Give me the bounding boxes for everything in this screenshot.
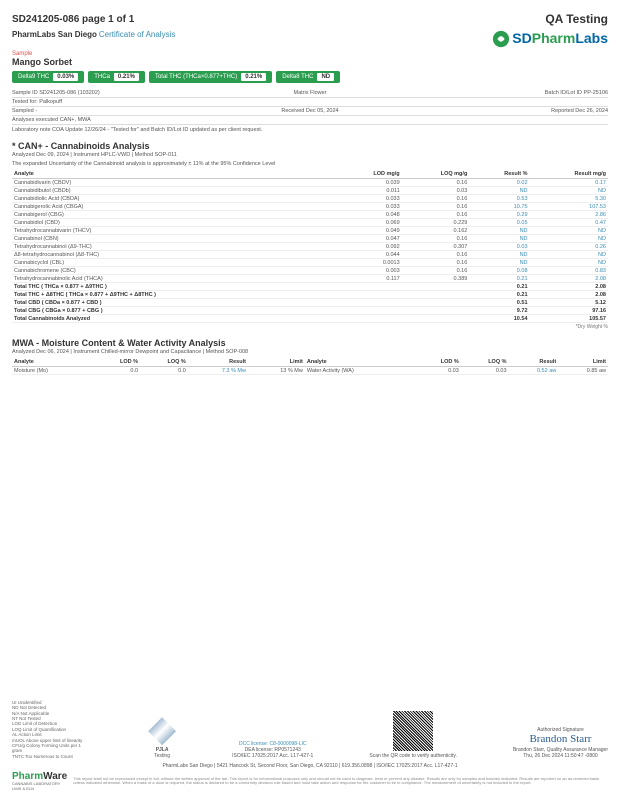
table-row: Cannabidibutol (CBDb)0.0110.03NDND [12, 187, 608, 195]
table-row: Tetrahydrocannabinolic Acid (THCA)0.1170… [12, 275, 608, 283]
table-row: Tetrahydrocannabinol (Δ9-THC)0.0920.3070… [12, 243, 608, 251]
table-row: Total CBD ( CBDa × 0.877 + CBD )0.515.12 [12, 299, 608, 307]
mwa-sub: Analyzed Dec 06, 2024 | Instrument Chill… [12, 349, 608, 355]
meta-row-1: Sample ID SD241205-086 (103202) Matrix F… [12, 89, 608, 98]
sample-line: Sample Mango Sorbet [12, 50, 608, 67]
pjla-badge-icon [148, 717, 176, 745]
license-block: DCC license: C8-0000098-LIC DEA license:… [232, 741, 313, 759]
qr-block: Scan the QR code to verify authenticity. [369, 711, 456, 759]
lab-note: Laboratory note COA Update 12/26/24 - "T… [12, 127, 608, 133]
can-sub2: The expanded Uncertainty of the Cannabin… [12, 161, 608, 167]
table-row: Total Cannabinoids Analyzed10.54105.57 [12, 315, 608, 323]
table-row: Tetrahydrocannabivarin (THCV)0.0490.162N… [12, 227, 608, 235]
meta-row-4: Analyses executed CAN+, MWA [12, 116, 608, 125]
meta-row-2: Tested for: Palkopuff [12, 98, 608, 107]
table-row: Cannabigerol (CBG)0.0480.160.292.86 [12, 211, 608, 219]
table-row: Total THC ( THCa × 0.877 + Δ9THC )0.212.… [12, 283, 608, 291]
can-title: * CAN+ - Cannabinoids Analysis [12, 141, 608, 151]
cannabinoids-table: AnalyteLOD mg/gLOQ mg/gResult %Result mg… [12, 170, 608, 323]
table-row: Cannabidiol (CBD)0.0690.2290.050.47 [12, 219, 608, 227]
table-row: Cannabinol (CBN)0.0470.16NDND [12, 235, 608, 243]
summary-pill: Delta9 THC0.03% [12, 71, 84, 83]
table-row: Cannabicyclol (CBL)0.00130.16NDND [12, 259, 608, 267]
signature-block: Authorized Signature Brandon Starr Brand… [513, 727, 608, 759]
page-id: SD241205-086 page 1 of 1 [12, 14, 134, 25]
footer-address: PharmLabs San Diego | 5421 Hancock St, S… [12, 763, 608, 769]
summary-pills: Delta9 THC0.03% THCa0.21% Total THC (THCa×… [12, 71, 608, 83]
table-row: Cannabidivarin (CBDV)0.0390.160.020.17 [12, 179, 608, 187]
footer: UI UnidentifiedND Not DetectedN/A Not Ap… [12, 700, 608, 791]
qa-testing-label: QA Testing [545, 12, 608, 26]
certificate-label: Certificate of Analysis [99, 30, 175, 39]
table-row: Cannabigerolic Acid (CBGA)0.0330.1610.75… [12, 203, 608, 211]
pharmlabs-logo: SDPharmLabs [492, 30, 608, 48]
table-row: Cannabidiolic Acid (CBDA)0.0330.160.535.… [12, 195, 608, 203]
mwa-table: AnalyteLOD %LOQ %ResultLimitAnalyteLOD %… [12, 358, 608, 375]
table-row: Total CBG ( CBGa × 0.877 + CBG )9.7297.1… [12, 307, 608, 315]
table-row: Δ8-tetrahydrocannabinol (Δ8-THC)0.0440.1… [12, 251, 608, 259]
qr-code-icon [393, 711, 433, 751]
legend: UI UnidentifiedND Not DetectedN/A Not Ap… [12, 700, 92, 759]
pjla-block: PJLATesting [148, 717, 176, 759]
dry-weight-note: *Dry Weight % [12, 324, 608, 330]
summary-pill: Delta8 THCND [276, 71, 340, 83]
meta-row-3: Sampled - Received Dec 05, 2024 Reported… [12, 107, 608, 116]
mwa-title: MWA - Moisture Content & Water Activity … [12, 338, 608, 348]
summary-pill: THCa0.21% [88, 71, 145, 83]
table-row: Total THC + Δ8THC ( THCa × 0.877 + Δ9THC… [12, 291, 608, 299]
footer-disclaimer: PharmWare CANNABIS LABORATORY LIMS & ELN… [12, 771, 608, 791]
can-sub1: Analyzed Dec 09, 2024 | Instrument HPLC-… [12, 152, 608, 158]
lab-name: PharmLabs San Diego [12, 30, 97, 39]
summary-pill: Total THC (THCa×0.877+THC)0.21% [149, 71, 272, 83]
table-row: Cannabichromene (CBC)0.0030.160.080.83 [12, 267, 608, 275]
